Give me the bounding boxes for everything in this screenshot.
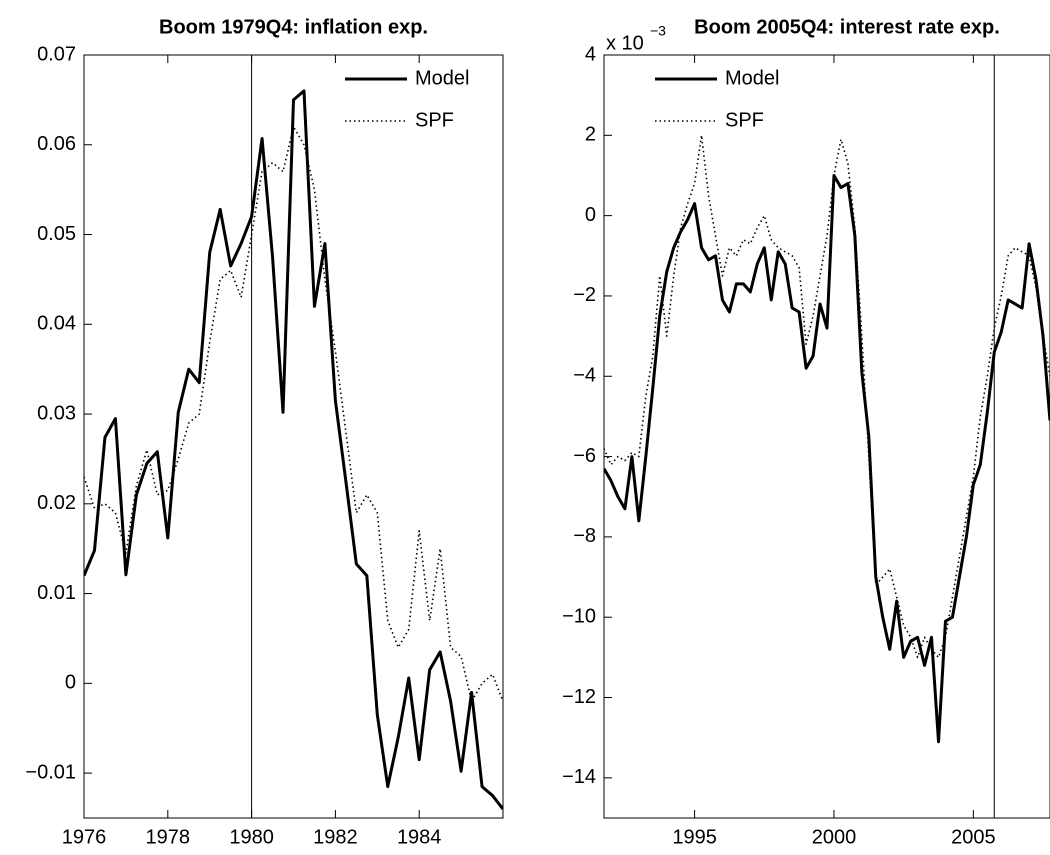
y-tick-label: 0.05 bbox=[37, 223, 76, 245]
axis-multiplier-exponent: −3 bbox=[650, 23, 666, 39]
series-line bbox=[84, 89, 503, 810]
x-tick-label: 1984 bbox=[397, 826, 442, 848]
x-tick-label: 1976 bbox=[62, 826, 107, 848]
y-tick-label: −6 bbox=[573, 445, 596, 467]
y-tick-label: −2 bbox=[573, 284, 596, 306]
y-tick-label: −10 bbox=[562, 605, 596, 627]
y-tick-label: −12 bbox=[562, 686, 596, 708]
chart-title: Boom 2005Q4: interest rate exp. bbox=[694, 16, 1000, 38]
x-tick-label: 1978 bbox=[146, 826, 191, 848]
x-tick-label: 2005 bbox=[951, 826, 996, 848]
panel: Boom 2005Q4: interest rate exp. x 10 −3 −14… bbox=[562, 16, 1050, 848]
plot-lines bbox=[604, 134, 1050, 744]
axis-multiplier: x 10 bbox=[606, 32, 644, 54]
plot-lines bbox=[84, 89, 503, 810]
legend-label: SPF bbox=[725, 109, 764, 131]
legend-label: Model bbox=[725, 67, 779, 89]
y-tick-label: −0.01 bbox=[25, 761, 76, 783]
y-tick-label: 0.03 bbox=[37, 402, 76, 424]
y-tick-label: −8 bbox=[573, 525, 596, 547]
y-tick-label: 0.04 bbox=[37, 313, 76, 335]
y-tick-label: 0.07 bbox=[37, 43, 76, 65]
plot-area bbox=[603, 54, 1050, 819]
y-tick-label: 0 bbox=[585, 204, 596, 226]
y-tick-label: 0.06 bbox=[37, 133, 76, 155]
y-tick-label: 0.01 bbox=[37, 582, 76, 604]
x-tick-label: 1995 bbox=[672, 826, 717, 848]
legend-label: Model bbox=[415, 67, 469, 89]
x-tick-label: 2000 bbox=[812, 826, 857, 848]
series-line bbox=[84, 126, 503, 703]
plot-area bbox=[83, 54, 504, 819]
y-tick-label: 0.02 bbox=[37, 492, 76, 514]
y-tick-label: 2 bbox=[585, 124, 596, 146]
x-tick-label: 1982 bbox=[313, 826, 358, 848]
series-line bbox=[604, 173, 1050, 744]
panel: Boom 1979Q4: inflation exp. −0.01 0 0.01 0.0… bbox=[25, 16, 504, 848]
legend-label: SPF bbox=[415, 109, 454, 131]
y-tick-label: −4 bbox=[573, 365, 596, 387]
series-line bbox=[604, 134, 1050, 659]
y-tick-label: 0 bbox=[65, 672, 76, 694]
chart-title: Boom 1979Q4: inflation exp. bbox=[159, 16, 428, 38]
y-tick-label: −14 bbox=[562, 766, 596, 788]
x-tick-label: 1980 bbox=[229, 826, 274, 848]
y-tick-label: 4 bbox=[585, 43, 596, 65]
